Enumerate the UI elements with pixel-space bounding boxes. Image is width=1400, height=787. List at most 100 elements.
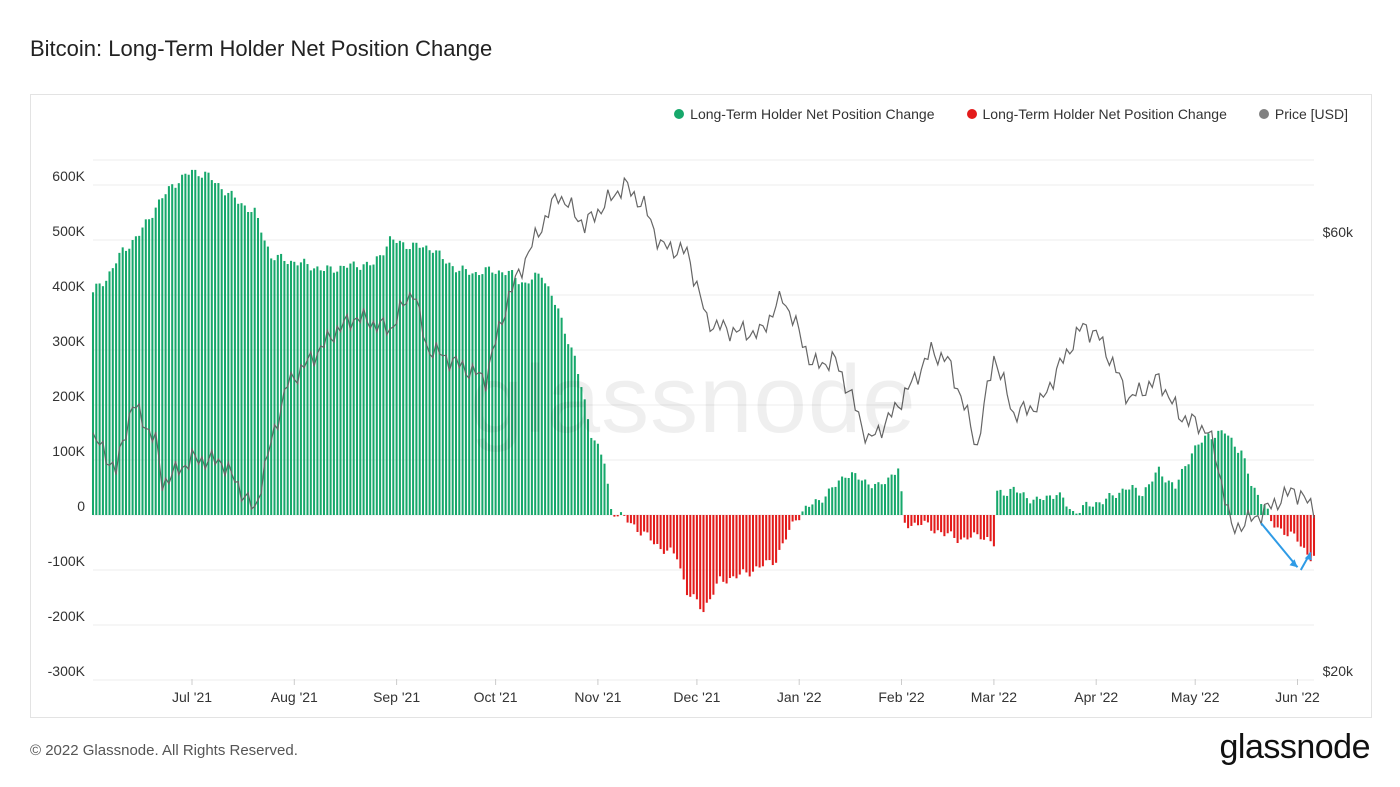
bar (421, 247, 425, 515)
legend-label-price: Price [USD] (1274, 106, 1348, 122)
bar (893, 474, 896, 515)
bar (118, 252, 121, 515)
bar (623, 515, 626, 516)
bar (481, 274, 484, 515)
bar (1081, 505, 1085, 515)
bar (507, 270, 510, 515)
bar (626, 515, 629, 523)
bar (471, 273, 474, 515)
bar (316, 266, 319, 515)
chart-panel: 600K 500K 400K 300K 200K 100K 0 -100K -200K -300K… (30, 94, 1372, 718)
bar (765, 515, 768, 561)
bar (329, 266, 332, 515)
bar (141, 227, 144, 515)
bar (583, 399, 586, 515)
bar (989, 515, 992, 542)
bar (504, 275, 507, 515)
bar (349, 263, 352, 515)
bar (725, 515, 728, 584)
bar (1154, 472, 1157, 515)
bar (131, 240, 134, 516)
bar (408, 249, 411, 515)
bar (210, 180, 213, 515)
bar (190, 169, 194, 516)
bar (679, 515, 682, 569)
bar (1072, 510, 1075, 515)
bar (1151, 481, 1154, 515)
y-tick-label: 0 (77, 498, 85, 514)
bar (458, 270, 461, 515)
bar (814, 499, 817, 515)
bar (1006, 495, 1009, 515)
bar (286, 264, 289, 515)
bar (1091, 506, 1094, 515)
bar (1167, 480, 1170, 515)
bar (200, 177, 203, 516)
bar (154, 207, 157, 515)
bar (702, 515, 705, 613)
bar (233, 197, 236, 515)
y-right-tick-label: $60k (1323, 224, 1354, 240)
bar (563, 333, 566, 515)
bar (445, 263, 448, 515)
bar (1085, 501, 1088, 515)
bar (728, 515, 731, 578)
bar (517, 284, 520, 515)
legend-item-negative[interactable]: Long-Term Holder Net Position Change (966, 106, 1227, 122)
bar (405, 248, 408, 515)
bar (273, 260, 276, 515)
bar (1062, 497, 1065, 515)
bar (1227, 435, 1230, 515)
bar (781, 515, 784, 544)
legend-dot-price (1258, 109, 1269, 119)
bar (346, 267, 349, 515)
bar (1052, 498, 1055, 515)
bar (214, 183, 217, 515)
bar (256, 217, 260, 515)
bar (115, 263, 118, 515)
bar (194, 169, 197, 515)
bar (1088, 506, 1091, 515)
bar (557, 308, 560, 515)
legend: Long-Term Holder Net Position Change Lon… (674, 106, 1348, 122)
bar (177, 183, 180, 515)
bar (933, 515, 936, 534)
bar (1105, 498, 1108, 515)
bar (1174, 488, 1177, 515)
bar (520, 282, 524, 515)
bar (600, 454, 603, 515)
bar (1111, 495, 1114, 515)
legend-label-positive: Long-Term Holder Net Position Change (690, 106, 935, 122)
bar (379, 255, 382, 516)
bar (494, 273, 497, 515)
bar (1045, 495, 1048, 515)
bar (1015, 492, 1019, 515)
chart-title: Bitcoin: Long-Term Holder Net Position C… (30, 36, 493, 61)
bar (468, 274, 471, 515)
bar (1180, 468, 1184, 515)
bar (715, 515, 718, 584)
bar (1029, 503, 1032, 515)
bar (992, 515, 995, 547)
price-line (92, 176, 1315, 536)
bar (1147, 484, 1151, 515)
y-right-tick-label: $20k (1323, 663, 1354, 679)
bar (313, 268, 316, 515)
chart-svg: 600K 500K 400K 300K 200K 100K 0 -100K -200K -300K… (48, 159, 1354, 705)
bar (949, 515, 953, 532)
bar (916, 515, 920, 526)
bar (996, 490, 999, 515)
bar (870, 488, 873, 515)
bar (685, 515, 689, 596)
bar (1237, 452, 1240, 515)
bar (926, 515, 929, 523)
bar (1131, 484, 1134, 515)
bar (547, 286, 550, 515)
legend-item-positive[interactable]: Long-Term Holder Net Position Change (674, 106, 935, 122)
x-tick-label: Sep '21 (373, 689, 420, 705)
bar (428, 250, 431, 516)
bar (794, 515, 797, 521)
bar (385, 246, 388, 515)
bar (1108, 493, 1111, 515)
legend-item-price[interactable]: Price [USD] (1258, 106, 1348, 122)
